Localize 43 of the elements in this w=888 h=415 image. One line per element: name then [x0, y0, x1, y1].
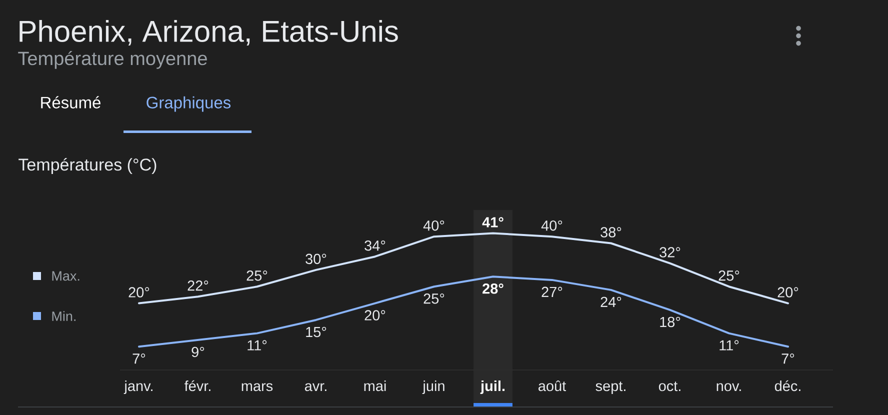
data-label: 7° — [782, 354, 794, 364]
data-label: 34° — [364, 240, 386, 251]
data-label: 32° — [660, 247, 680, 258]
x-tick-label: janv. — [124, 380, 152, 394]
data-label: 20° — [128, 287, 150, 298]
x-tick-label: août — [538, 380, 566, 392]
data-label: 22° — [188, 280, 208, 291]
data-label: 40° — [423, 220, 444, 231]
x-tick-label: avr. — [304, 383, 326, 392]
chart-title: Phoenix, Arizona, Etats-Unis — [20, 20, 398, 46]
data-label: 24° — [600, 296, 622, 307]
chart-subtitle: Température moyenne — [18, 51, 207, 69]
x-tick-label: mars — [242, 383, 273, 392]
x-tick-label: sept. — [596, 382, 626, 394]
x-tick-label: déc. — [774, 380, 800, 392]
data-label: 38° — [600, 227, 622, 238]
data-label: 28° — [482, 283, 504, 294]
legend-label: Max. — [52, 271, 80, 281]
data-label: 41° — [482, 217, 504, 228]
x-tick-label: nov. — [716, 383, 741, 392]
data-label: 11° — [720, 340, 739, 350]
legend-label: Min. — [52, 311, 76, 321]
y-axis-title: Températures (°C) — [18, 158, 156, 174]
data-label: 20° — [778, 287, 798, 298]
x-tick-label: juil. — [480, 380, 504, 394]
text: Graphiques — [146, 96, 231, 112]
data-label: 7° — [132, 354, 146, 364]
data-label: 25° — [246, 270, 268, 281]
x-tick-label: mai — [364, 380, 386, 392]
x-tick-label: févr. — [184, 380, 210, 392]
x-tick-label: juin — [422, 380, 444, 394]
x-tick-label: oct. — [658, 382, 680, 392]
data-label: 27° — [542, 286, 562, 297]
data-label: 20° — [364, 310, 386, 320]
data-label: 25° — [718, 270, 740, 281]
data-label: 15° — [306, 326, 326, 338]
data-label: 30° — [306, 254, 326, 264]
data-label: 18° — [660, 316, 680, 328]
data-label: 40° — [541, 220, 562, 231]
text: Résumé — [41, 96, 100, 108]
data-label: 11° — [248, 340, 267, 350]
data-label: 9° — [192, 346, 204, 358]
data-label: 25° — [424, 293, 444, 304]
